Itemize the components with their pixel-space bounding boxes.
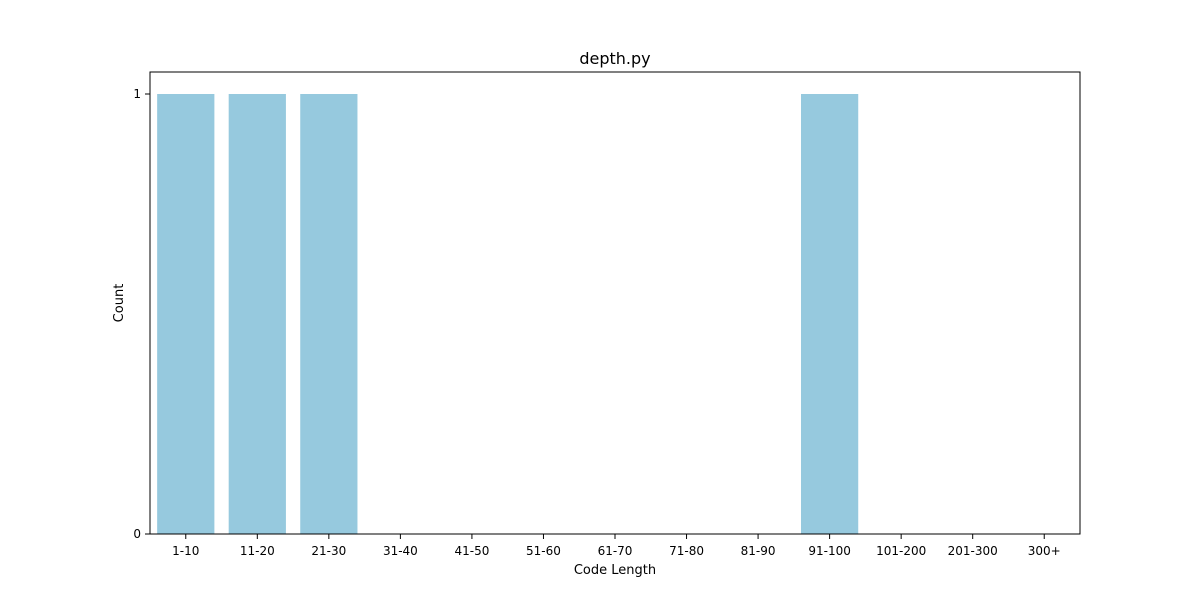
y-ticks-layer: 01 <box>133 87 150 541</box>
x-tick-label: 11-20 <box>240 544 275 558</box>
bar-21-30 <box>300 94 358 534</box>
x-tick-label: 101-200 <box>876 544 926 558</box>
x-tick-label: 91-100 <box>808 544 851 558</box>
y-tick-label: 1 <box>133 87 141 101</box>
bar-11-20 <box>228 94 286 534</box>
chart-title: depth.py <box>579 49 650 68</box>
x-tick-label: 61-70 <box>598 544 633 558</box>
plot-frame <box>149 71 1081 535</box>
x-tick-label: 1-10 <box>172 544 199 558</box>
x-tick-label: 201-300 <box>948 544 998 558</box>
x-tick-label: 21-30 <box>311 544 346 558</box>
bars-layer <box>157 94 859 534</box>
x-axis-label: Code Length <box>574 563 656 578</box>
x-tick-label: 81-90 <box>741 544 776 558</box>
x-tick-label: 300+ <box>1028 544 1061 558</box>
x-ticks-layer: 1-10 11-20 21-30 31-40 41-50 51-60 61-70 71-80 8… <box>172 534 1061 558</box>
y-axis-label: Count <box>112 284 127 323</box>
x-tick-label: 41-50 <box>454 544 489 558</box>
bar-91-100 <box>801 94 859 534</box>
bar-1-10 <box>157 94 215 534</box>
y-tick-label: 0 <box>133 527 141 541</box>
x-tick-label: 31-40 <box>383 544 418 558</box>
x-tick-label: 71-80 <box>669 544 704 558</box>
x-tick-label: 51-60 <box>526 544 561 558</box>
